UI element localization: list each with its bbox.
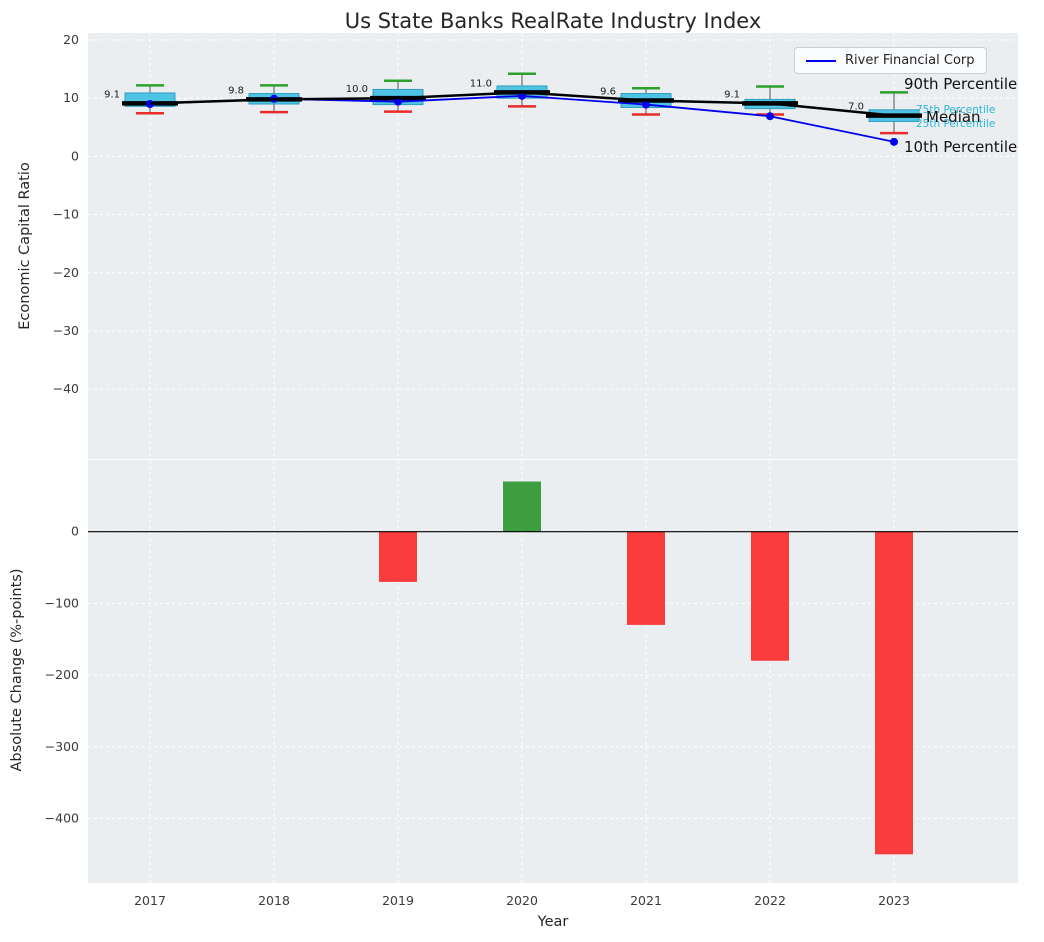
company-point-2021 (642, 100, 650, 109)
annotation-median: Median (926, 108, 981, 126)
top-y-axis-label: Economic Capital Ratio (17, 162, 33, 330)
bottom-y-tick-label: −400 (45, 810, 79, 825)
median-value-label: 9.1 (104, 89, 120, 100)
legend: River Financial Corp (794, 47, 987, 74)
top-y-tick-label: −20 (53, 265, 79, 280)
bar-2023 (875, 531, 913, 855)
annotation-75th-percentile: 75th Percentile (916, 104, 996, 116)
bottom-panel-bg (88, 460, 1018, 883)
bottom-y-tick-label: 0 (71, 524, 79, 539)
top-panel-bg (88, 33, 1018, 459)
gridlines (88, 33, 1018, 883)
company-point-2020 (518, 91, 526, 100)
median-value-label: 7.0 (848, 102, 864, 113)
bottom-y-tick-label: −200 (45, 667, 79, 682)
median-value-label: 10.0 (346, 84, 368, 95)
chart-title: Us State Banks RealRate Industry Index (344, 9, 762, 33)
bottom-y-tick-label: −300 (45, 739, 79, 754)
company-point-2019 (394, 97, 402, 106)
bottom-y-axis-label: Absolute Change (%-points) (9, 568, 25, 772)
median-value-label: 9.1 (724, 89, 740, 100)
change-bars (379, 481, 913, 855)
x-tick-label: 2018 (258, 893, 290, 908)
top-y-tick-label: 10 (63, 90, 79, 105)
top-y-tick-label: 20 (63, 32, 79, 47)
bar-2020 (503, 481, 541, 532)
company-point-2023 (890, 137, 898, 146)
median-trend-line (149, 91, 895, 117)
x-tick-label: 2020 (506, 893, 538, 908)
top-y-tick-label: −10 (53, 207, 79, 222)
x-tick-label: 2021 (630, 893, 662, 908)
bar-2021 (627, 531, 665, 625)
median-value-label: 11.0 (470, 78, 492, 89)
top-y-tick-label: 0 (71, 148, 79, 163)
legend-line-swatch (806, 59, 836, 62)
legend-label: River Financial Corp (845, 53, 975, 68)
x-tick-label: 2019 (382, 893, 414, 908)
x-axis-label: Year (537, 914, 569, 930)
top-y-tick-label: −30 (53, 323, 79, 338)
x-tick-label: 2017 (134, 893, 166, 908)
bar-2022 (751, 531, 789, 661)
company-point-2022 (766, 112, 774, 121)
bottom-y-tick-label: −100 (45, 595, 79, 610)
x-tick-label: 2023 (878, 893, 910, 908)
annotation-90th-percentile: 90th Percentile (904, 75, 1018, 93)
annotation-10th-percentile: 10th Percentile (904, 138, 1018, 156)
bar-2019 (379, 531, 417, 582)
median-value-label: 9.6 (600, 87, 616, 98)
company-point-2017 (146, 100, 154, 108)
top-y-tick-label: −40 (53, 381, 79, 396)
x-tick-label: 2022 (754, 893, 786, 908)
median-value-label: 9.8 (228, 85, 244, 96)
annotation-25th-percentile: 25th Percentile (916, 118, 996, 130)
